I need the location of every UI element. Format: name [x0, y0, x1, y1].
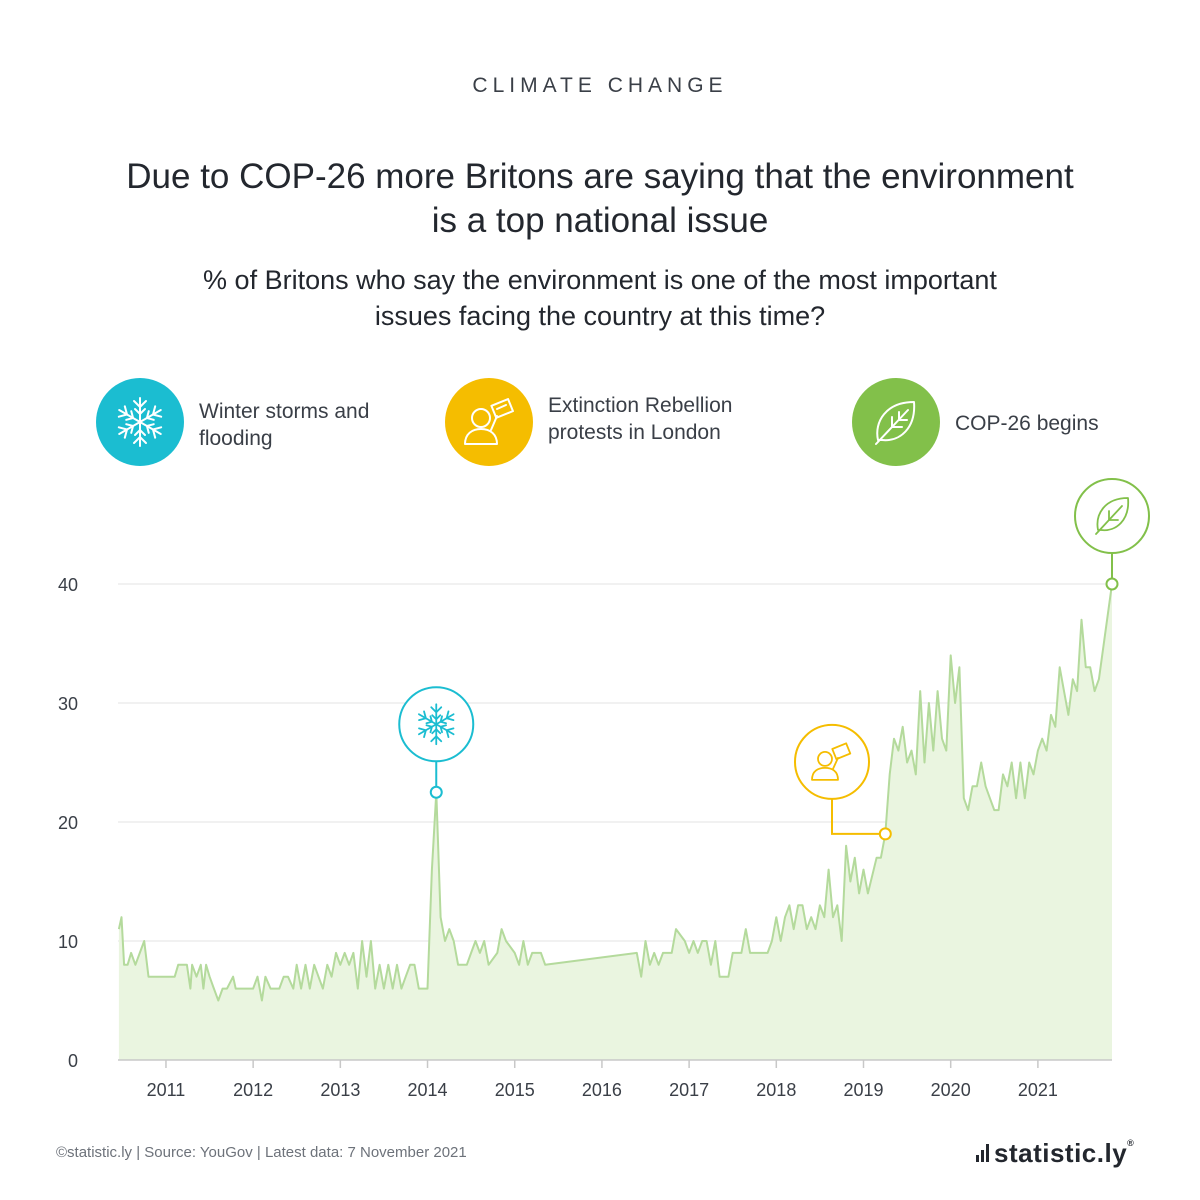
chart-subtitle: % of Britons who say the environment is …: [203, 265, 997, 331]
y-tick-label: 40: [58, 575, 78, 595]
x-tick-label: 2018: [756, 1080, 796, 1100]
legend-item-extinction-rebellion: Extinction Rebellion protests in London: [445, 378, 775, 468]
annotation-2: [794, 723, 892, 841]
protester-sign-icon: [811, 742, 852, 781]
snowflake-icon: [418, 703, 455, 746]
annotation-point: [429, 785, 443, 799]
x-tick-label: 2015: [495, 1080, 535, 1100]
x-tick-label: 2021: [1018, 1080, 1058, 1100]
legend-label: Winter storms and flooding: [199, 400, 370, 450]
annotation-1: [398, 686, 475, 799]
x-axis-ticks: 2011 2012 2013 2014 2015 2016 2017 2018 2019 2020…: [147, 1060, 1058, 1100]
legend-item-winter-storms: Winter storms and flooding: [96, 378, 396, 468]
x-tick-label: 2012: [233, 1080, 273, 1100]
legend-label: COP-26 begins: [955, 412, 1099, 435]
legend-label: Extinction Rebellion protests in London: [548, 394, 733, 444]
event-annotations: [398, 478, 1150, 841]
legend-item-cop26: COP-26 begins: [852, 378, 1142, 468]
x-tick-label: 2014: [408, 1080, 448, 1100]
y-tick-label: 20: [58, 813, 78, 833]
x-tick-label: 2016: [582, 1080, 622, 1100]
x-tick-label: 2020: [931, 1080, 971, 1100]
logo-bars-icon: [976, 1142, 992, 1162]
y-tick-label: 10: [58, 932, 78, 952]
leaf-icon: [1095, 497, 1129, 535]
y-tick-label: 30: [58, 694, 78, 714]
x-tick-label: 2017: [669, 1080, 709, 1100]
series-line: [117, 583, 1113, 1002]
protester-sign-icon: [445, 378, 533, 466]
chart-title: Due to COP-26 more Britons are saying th…: [126, 157, 1074, 240]
annotation-point: [878, 827, 892, 841]
statistic-logo: statistic.ly®: [976, 1138, 1134, 1169]
source-footer: ©statistic.ly | Source: YouGov | Latest …: [56, 1144, 467, 1161]
category-kicker: CLIMATE CHANGE: [472, 74, 728, 97]
x-tick-label: 2019: [843, 1080, 883, 1100]
x-tick-label: 2011: [147, 1080, 186, 1100]
y-tick-label: 0: [68, 1051, 78, 1071]
y-axis-ticks: 0 10 20 30 40: [58, 575, 78, 1071]
series-area-fill: [118, 584, 1112, 1060]
annotation-connector: [831, 798, 880, 835]
annotation-point: [1105, 577, 1119, 591]
annotation-3: [1074, 478, 1150, 591]
x-tick-label: 2013: [320, 1080, 360, 1100]
snowflake-icon: [96, 378, 184, 466]
leaf-icon: [852, 378, 940, 466]
